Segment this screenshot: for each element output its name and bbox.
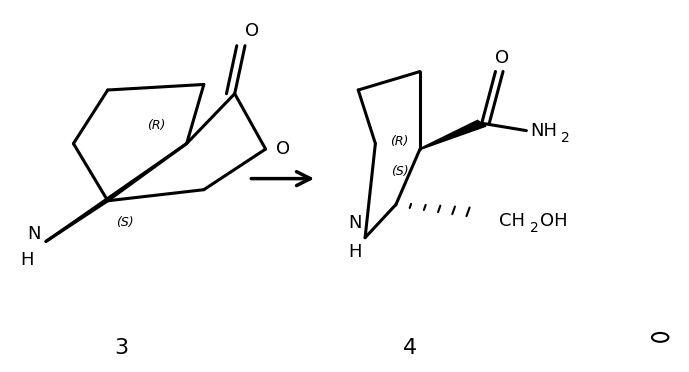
Polygon shape: [420, 120, 486, 150]
Text: O: O: [495, 48, 509, 67]
Text: 4: 4: [402, 339, 417, 359]
Text: N: N: [27, 225, 41, 243]
Text: O: O: [276, 140, 290, 158]
Text: 2: 2: [530, 221, 539, 235]
Text: CH: CH: [499, 212, 525, 230]
Text: (R): (R): [147, 119, 165, 132]
Text: H: H: [348, 243, 362, 262]
Text: O: O: [245, 22, 259, 40]
Text: (S): (S): [391, 165, 408, 178]
Text: 2: 2: [561, 131, 569, 145]
Text: (R): (R): [390, 135, 409, 148]
Text: (S): (S): [116, 217, 134, 230]
Text: N: N: [348, 214, 362, 232]
Text: H: H: [20, 251, 34, 269]
Text: NH: NH: [530, 122, 557, 140]
Text: OH: OH: [540, 212, 568, 230]
Text: 3: 3: [114, 339, 129, 359]
